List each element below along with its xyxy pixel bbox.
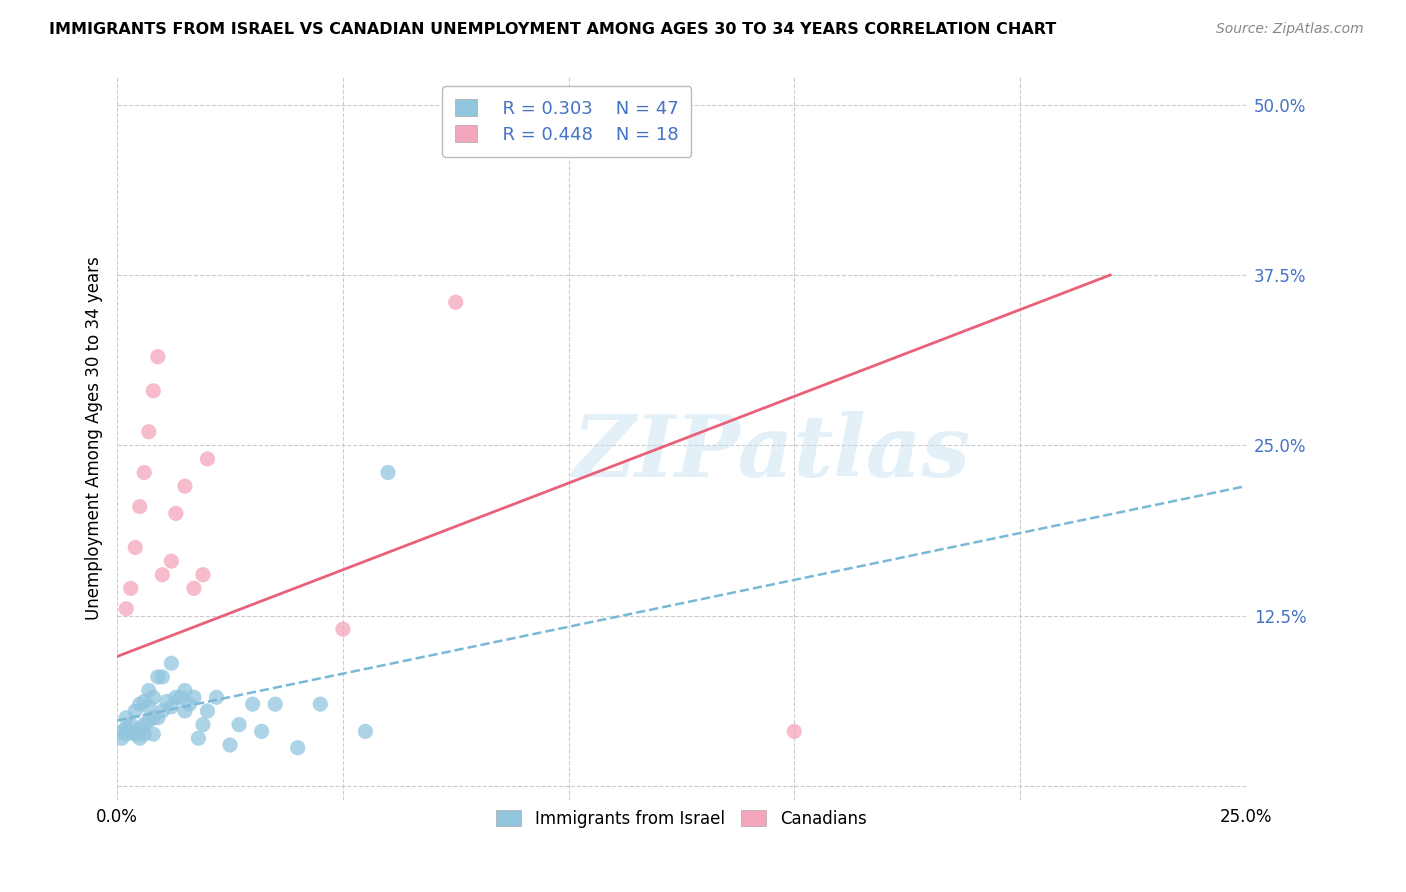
Point (134, 727, 156, 741)
Point (264, 697, 287, 711)
Point (191, 717, 214, 731)
Point (146, 711, 169, 725)
Point (128, 722, 150, 736)
Point (128, 500, 150, 514)
Point (146, 670, 169, 684)
Point (142, 690, 165, 705)
Text: ZIPatlas: ZIPatlas (572, 411, 970, 495)
Text: IMMIGRANTS FROM ISRAEL VS CANADIAN UNEMPLOYMENT AMONG AGES 30 TO 34 YEARS CORREL: IMMIGRANTS FROM ISRAEL VS CANADIAN UNEMP… (49, 22, 1056, 37)
Point (138, 425, 160, 439)
Point (174, 479, 197, 493)
Point (124, 704, 146, 718)
Point (187, 731, 209, 746)
Point (115, 722, 138, 736)
Point (191, 567, 214, 582)
Point (128, 697, 150, 711)
Point (138, 699, 160, 714)
Point (174, 683, 197, 698)
Y-axis label: Unemployment Among Ages 30 to 34 years: Unemployment Among Ages 30 to 34 years (86, 257, 103, 620)
Point (120, 724, 142, 739)
Point (115, 601, 138, 615)
Text: Source: ZipAtlas.com: Source: ZipAtlas.com (1216, 22, 1364, 37)
Point (111, 731, 134, 746)
Point (242, 697, 264, 711)
Point (134, 466, 156, 480)
Point (128, 731, 150, 746)
Point (219, 738, 242, 752)
Point (228, 717, 250, 731)
Point (115, 727, 138, 741)
Legend: Immigrants from Israel, Canadians: Immigrants from Israel, Canadians (489, 803, 873, 835)
Point (111, 724, 134, 739)
Point (150, 670, 173, 684)
Point (134, 694, 156, 708)
Point (377, 466, 399, 480)
Point (165, 690, 187, 705)
Point (354, 724, 377, 739)
Point (332, 622, 354, 636)
Point (250, 724, 273, 739)
Point (120, 582, 142, 596)
Point (146, 350, 169, 364)
Point (150, 567, 173, 582)
Point (160, 657, 183, 671)
Point (142, 711, 165, 725)
Point (124, 541, 146, 555)
Point (124, 727, 146, 741)
Point (205, 690, 228, 705)
Point (179, 697, 201, 711)
Point (183, 690, 205, 705)
Point (165, 507, 187, 521)
Point (160, 554, 183, 568)
Point (287, 740, 309, 755)
Point (783, 724, 806, 739)
Point (150, 704, 173, 718)
Point (309, 697, 332, 711)
Point (138, 714, 160, 728)
Point (156, 694, 179, 708)
Point (169, 690, 191, 705)
Point (160, 699, 183, 714)
Point (197, 704, 219, 718)
Point (115, 711, 138, 725)
Point (120, 717, 142, 731)
Point (183, 582, 205, 596)
Point (134, 717, 156, 731)
Point (444, 295, 467, 310)
Point (142, 727, 165, 741)
Point (174, 704, 197, 718)
Point (142, 384, 165, 398)
Point (138, 683, 160, 698)
Point (197, 451, 219, 466)
